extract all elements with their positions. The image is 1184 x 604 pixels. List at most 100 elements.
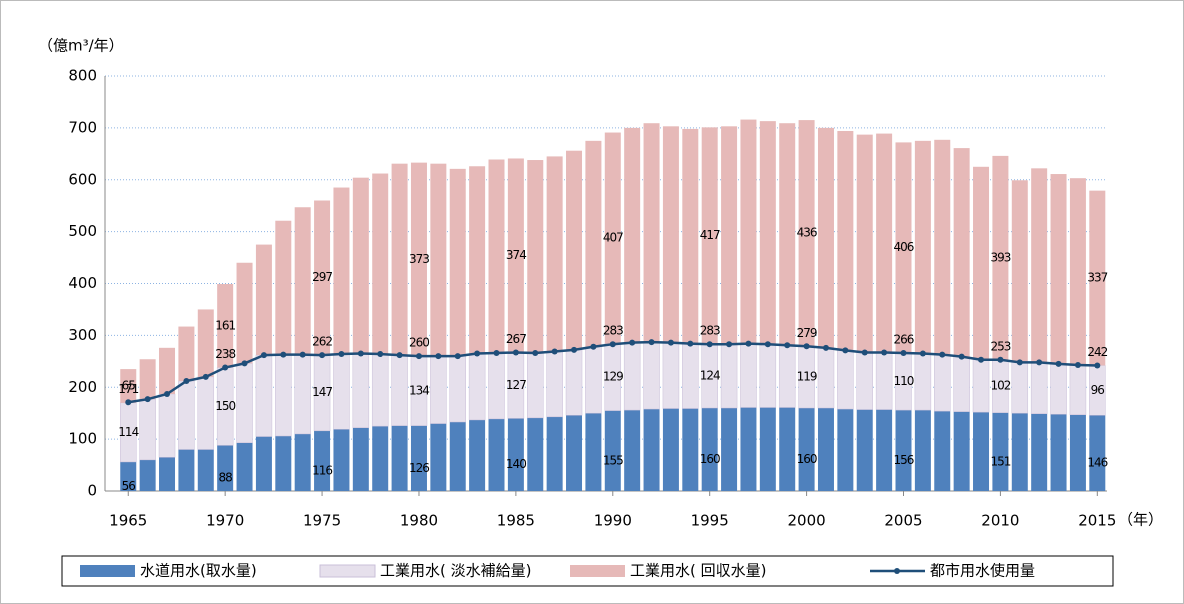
- bar-segment: [759, 121, 776, 345]
- line-marker: [590, 343, 597, 350]
- line-marker: [978, 356, 985, 363]
- x-axis-label: （年）: [1118, 511, 1163, 529]
- bar-segment: [488, 159, 505, 354]
- bar-segment: [682, 408, 699, 491]
- bar-segment: [623, 342, 641, 411]
- bar-segment: [895, 142, 912, 354]
- value-label: 161: [215, 318, 235, 332]
- line-marker: [1016, 359, 1023, 366]
- bar-segment: [391, 163, 408, 356]
- value-label: 253: [990, 339, 1010, 353]
- line-marker: [629, 339, 636, 346]
- bar-segment: [1031, 168, 1048, 363]
- bar-segment: [139, 359, 156, 400]
- legend-box: [61, 555, 1114, 587]
- bar-segment: [120, 369, 137, 403]
- value-label: 374: [506, 248, 526, 262]
- bar-segment: [449, 422, 466, 491]
- bar-segment: [1089, 415, 1106, 491]
- bar-segment: [565, 349, 583, 416]
- value-label: 124: [700, 368, 720, 382]
- line-marker: [919, 350, 926, 357]
- bar-segment: [294, 207, 311, 355]
- x-tick-label: 2005: [884, 512, 922, 530]
- value-label: 134: [409, 383, 429, 397]
- bar-segment: [391, 425, 408, 491]
- bar-segment: [352, 177, 369, 354]
- y-tick-label: 300: [68, 326, 97, 344]
- line-marker: [551, 348, 558, 355]
- bar-segment: [1011, 180, 1028, 363]
- bar-segment: [798, 120, 815, 347]
- bar-segment: [759, 407, 776, 491]
- line-marker: [667, 339, 674, 346]
- value-label: 297: [312, 270, 332, 284]
- line-marker: [125, 399, 132, 406]
- bar-segment: [546, 416, 563, 491]
- bar-segment: [275, 354, 292, 437]
- bar-segment: [527, 160, 544, 354]
- bar-segment: [217, 284, 234, 368]
- line-marker: [861, 349, 868, 356]
- legend-label: 都市用水使用量: [930, 562, 1035, 580]
- x-tick-label: 1980: [400, 512, 438, 530]
- line-marker: [571, 346, 578, 353]
- bar-segment: [1031, 413, 1048, 491]
- bar-segment: [197, 309, 214, 377]
- bar-segment: [197, 376, 215, 450]
- value-label: 262: [312, 335, 332, 349]
- bar-segment: [779, 123, 796, 346]
- bar-segment: [624, 127, 641, 343]
- x-tick-label: 1970: [206, 512, 244, 530]
- value-label: 56: [122, 479, 136, 493]
- bar-segment: [721, 408, 738, 491]
- bar-segment: [875, 352, 893, 410]
- bar-segment: [1011, 362, 1029, 414]
- line-marker: [803, 343, 810, 350]
- line-marker: [532, 350, 539, 357]
- bar-segment: [740, 343, 757, 408]
- legend-label: 水道用水(取水量): [140, 562, 257, 580]
- bar-segment: [294, 433, 311, 491]
- bar-segment: [662, 342, 680, 409]
- bar-segment: [430, 163, 447, 357]
- value-label: 147: [312, 385, 332, 399]
- bar-segment: [371, 353, 389, 427]
- line-marker: [648, 339, 655, 346]
- bar-segment: [740, 119, 757, 344]
- bar-segment: [778, 344, 796, 408]
- line-marker: [202, 373, 209, 380]
- bar-segment: [721, 126, 738, 345]
- line-marker: [222, 364, 229, 371]
- x-tick-label: 1995: [691, 512, 729, 530]
- bar-segment: [139, 398, 156, 461]
- bar-segment: [973, 166, 990, 360]
- line-marker: [493, 350, 500, 357]
- value-label: 266: [894, 333, 914, 347]
- bar-segment: [430, 423, 447, 491]
- bar-segment: [682, 343, 699, 409]
- bar-segment: [817, 408, 834, 491]
- line-marker: [474, 350, 481, 357]
- value-label: 127: [506, 378, 526, 392]
- bar-segment: [643, 123, 660, 343]
- bar-segment: [953, 356, 970, 412]
- y-tick-label: 800: [68, 67, 97, 85]
- bar-segment: [1030, 362, 1048, 414]
- bar-segment: [507, 418, 524, 491]
- x-tick-label: 1985: [497, 512, 535, 530]
- bar-segment: [527, 417, 544, 491]
- line-marker: [1055, 360, 1062, 367]
- value-label: 116: [312, 463, 332, 477]
- bar-segment: [895, 410, 912, 491]
- bar-segment: [566, 150, 583, 350]
- bar-segment: [178, 380, 195, 450]
- bar-segment: [585, 346, 602, 414]
- bar-segment: [876, 133, 893, 353]
- value-label: 436: [797, 226, 817, 240]
- bar-segment: [1069, 364, 1087, 415]
- bar-segment: [972, 359, 990, 413]
- bar-segment: [294, 354, 311, 435]
- value-label: 406: [894, 240, 914, 254]
- bar-segment: [333, 429, 350, 491]
